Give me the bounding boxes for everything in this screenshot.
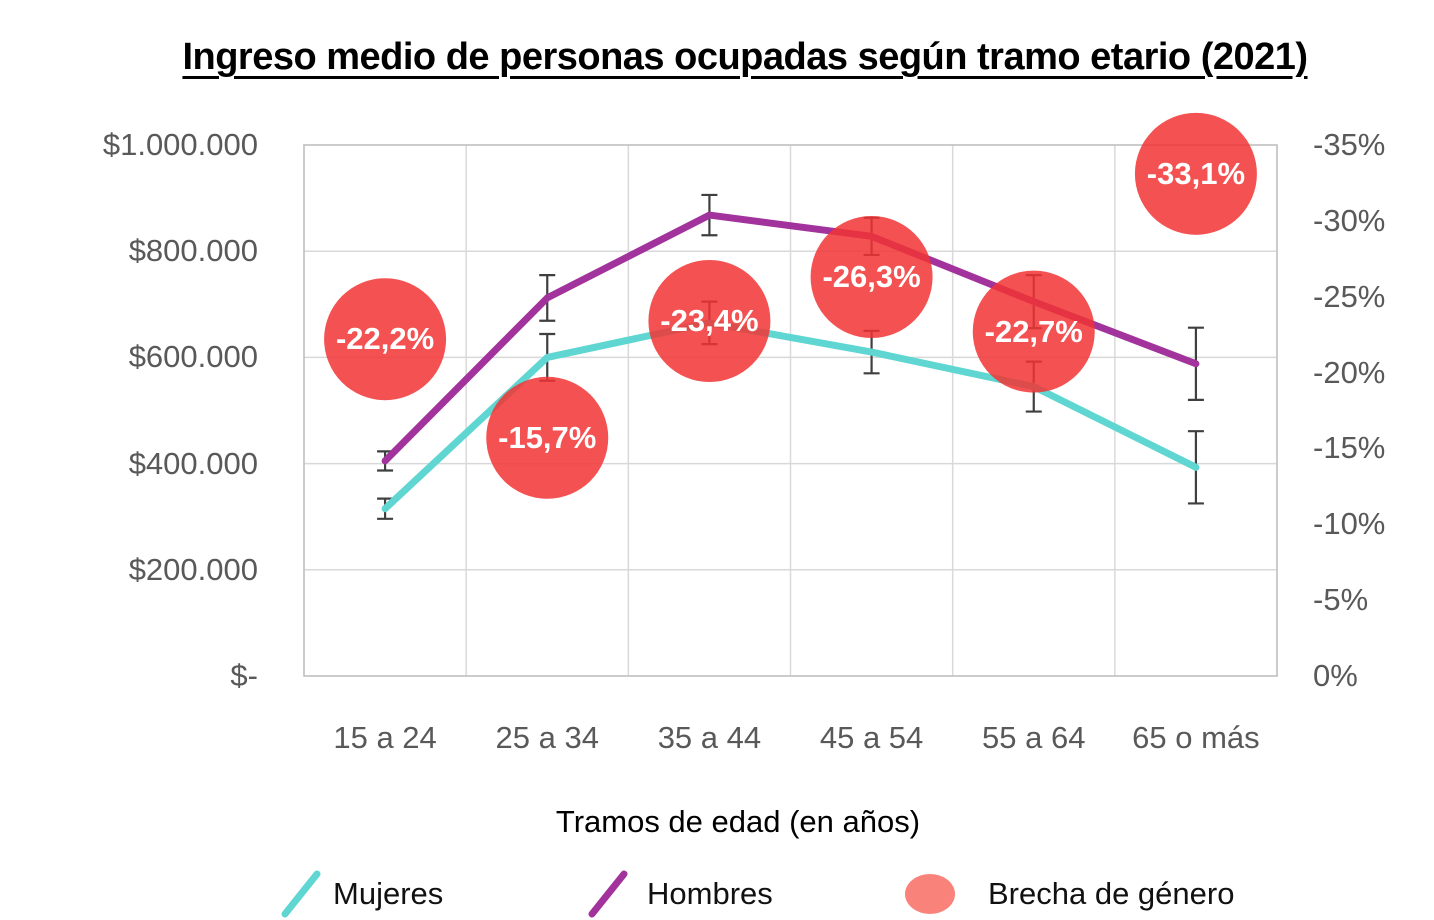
gap-bubble xyxy=(324,278,447,401)
gap-bubble-label: -22,7% xyxy=(984,313,1083,349)
x-category-label: 15 a 24 xyxy=(333,720,437,755)
legend-label-mujeres: Mujeres xyxy=(333,876,444,911)
gap-bubble-label: -23,4% xyxy=(660,302,759,338)
gap-bubble-label: -26,3% xyxy=(822,258,921,294)
legend-label-hombres: Hombres xyxy=(647,876,773,911)
gap-bubble xyxy=(648,259,771,382)
y-right-tick: -5% xyxy=(1313,582,1369,618)
x-category-label: 25 a 34 xyxy=(495,720,599,755)
x-category-label: 55 a 64 xyxy=(982,720,1086,755)
x-category-label: 35 a 44 xyxy=(657,720,762,755)
y-right-tick: -30% xyxy=(1313,202,1386,238)
gap-bubble-label: -22,2% xyxy=(335,321,435,357)
y-right-tick: -35% xyxy=(1313,127,1386,162)
y-left-tick: $600.000 xyxy=(128,339,258,375)
y-left-tick: $400.000 xyxy=(128,445,258,481)
gap-bubble-label: -15,7% xyxy=(498,419,597,455)
legend-markers xyxy=(281,870,955,918)
y-right-tick: -25% xyxy=(1313,278,1386,314)
x-axis-title: Tramos de edad (en años) xyxy=(555,804,921,839)
y-right-tick: -15% xyxy=(1313,430,1386,466)
y-right-tick: -20% xyxy=(1313,354,1386,390)
gap-bubble xyxy=(810,215,933,338)
legend-label-brecha: Brecha de género xyxy=(988,876,1235,911)
y-left-tick: $- xyxy=(230,658,258,693)
x-category-label: 65 o más xyxy=(1132,720,1260,755)
gap-bubble xyxy=(972,270,1095,393)
legend-circle-brecha xyxy=(905,874,955,914)
legend-line-mujeres xyxy=(281,870,321,918)
plot-border xyxy=(303,144,1278,677)
gap-bubble xyxy=(1134,112,1257,235)
y-left-tick: $1.000.000 xyxy=(102,127,258,162)
y-left-tick: $800.000 xyxy=(128,233,258,269)
series-line-mujeres xyxy=(381,319,1200,513)
brecha-bubbles xyxy=(324,112,1257,499)
gap-bubble xyxy=(486,376,609,499)
y-right-tick: 0% xyxy=(1313,658,1358,693)
gap-bubble-label: -33,1% xyxy=(1146,155,1246,191)
legend-line-hombres xyxy=(588,870,628,918)
gridlines xyxy=(304,145,1277,676)
x-category-label: 45 a 54 xyxy=(819,720,924,755)
chart-title: Ingreso medio de personas ocupadas según… xyxy=(182,36,1308,78)
y-right-tick: -10% xyxy=(1313,506,1386,542)
y-left-tick: $200.000 xyxy=(128,551,258,587)
